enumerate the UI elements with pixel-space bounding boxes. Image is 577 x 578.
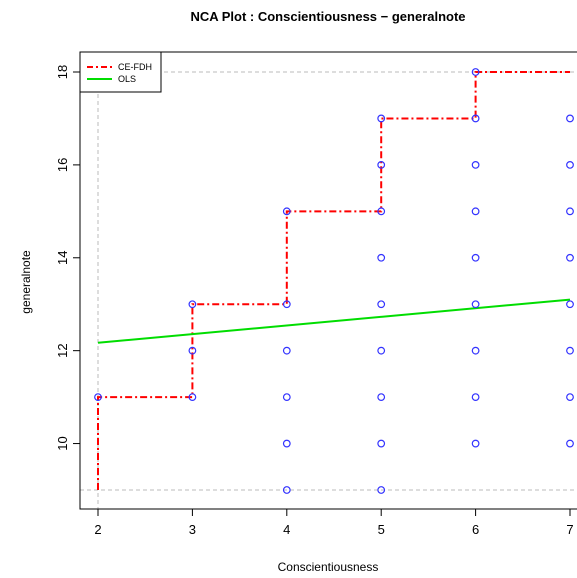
data-point (566, 393, 574, 402)
limit-lines (80, 52, 577, 509)
plot-frame (79, 51, 577, 510)
data-point (471, 253, 480, 262)
data-point (94, 393, 102, 402)
data-point (282, 486, 291, 494)
data-point (377, 160, 386, 169)
data-point (566, 207, 574, 216)
x-axis-label: Conscientiousness (278, 560, 379, 574)
data-point (377, 393, 386, 402)
y-tick-label: 16 (55, 158, 70, 172)
data-point (377, 114, 386, 123)
data-point (188, 300, 197, 309)
series-layer (97, 71, 571, 490)
data-point (377, 486, 386, 494)
data-point (471, 300, 480, 309)
x-tick-label: 6 (472, 522, 479, 537)
data-point (566, 346, 574, 355)
data-point (566, 160, 574, 169)
data-point (471, 160, 480, 169)
data-point (471, 346, 480, 355)
chart-title: NCA Plot : Conscientiousness − generalno… (190, 9, 465, 24)
series-ols-line (97, 298, 571, 344)
data-point (188, 346, 197, 355)
data-point (471, 439, 480, 448)
legend-label-ce-fdh: CE-FDH (118, 62, 152, 72)
data-point (471, 114, 480, 123)
data-point (282, 300, 291, 309)
data-point (566, 114, 574, 123)
y-tick-label: 12 (55, 343, 70, 357)
data-point (566, 253, 574, 262)
data-point (282, 393, 291, 402)
x-tick-label: 2 (94, 522, 101, 537)
data-point (282, 346, 291, 355)
x-axis: 2 3 4 5 6 7 (94, 509, 574, 537)
data-point (566, 300, 574, 309)
data-point (282, 439, 291, 448)
points-layer (94, 68, 574, 494)
legend-label-ols: OLS (118, 74, 136, 84)
x-tick-label: 5 (378, 522, 385, 537)
data-point (471, 393, 480, 402)
y-axis: 10 12 14 16 18 (55, 65, 80, 451)
y-tick-label: 14 (55, 251, 70, 265)
data-point (566, 439, 574, 448)
legend-box (79, 51, 162, 93)
data-point (377, 300, 386, 309)
data-point (377, 439, 386, 448)
data-point (188, 393, 197, 402)
x-tick-label: 3 (189, 522, 196, 537)
data-point (377, 253, 386, 262)
data-point (377, 207, 386, 216)
legend: CE-FDH OLS (79, 51, 162, 93)
x-tick-label: 4 (283, 522, 290, 537)
data-point (471, 68, 480, 76)
x-tick-label: 7 (566, 522, 573, 537)
series-ce-fdh-line (97, 71, 570, 490)
data-point (377, 346, 386, 355)
y-tick-label: 10 (55, 436, 70, 450)
y-tick-label: 18 (55, 65, 70, 79)
data-point (282, 207, 291, 216)
y-axis-label: generalnote (19, 250, 33, 314)
data-point (471, 207, 480, 216)
